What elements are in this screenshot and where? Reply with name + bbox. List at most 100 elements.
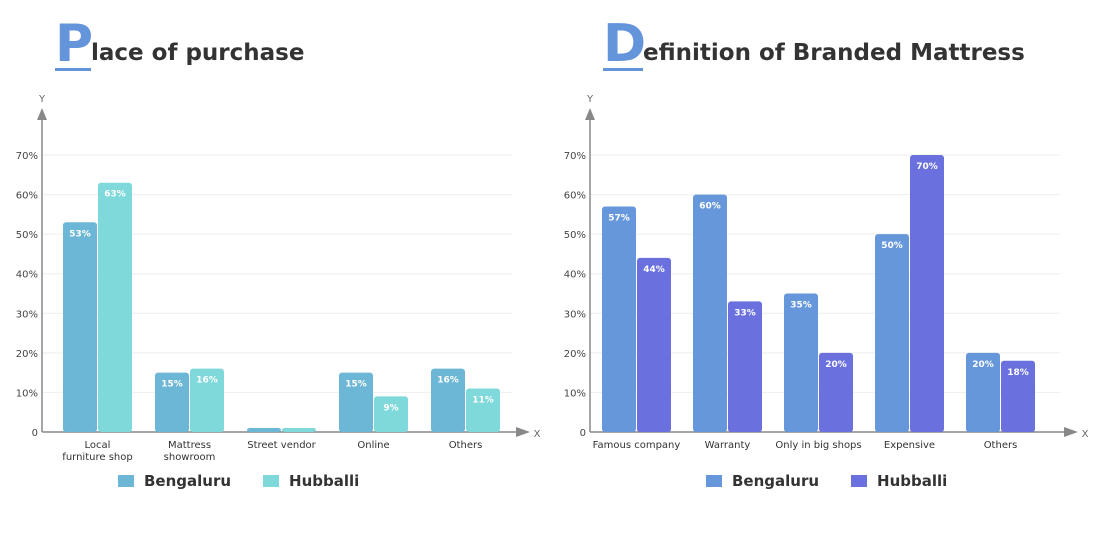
x-axis-label: X xyxy=(534,429,541,440)
bar-data-label: 16% xyxy=(196,376,218,386)
bar xyxy=(63,222,97,432)
y-tick-label: 50% xyxy=(564,230,586,241)
x-tick-label: Others xyxy=(449,440,483,451)
legend-swatch xyxy=(851,475,868,487)
y-axis-arrow-icon xyxy=(37,108,47,120)
x-axis-label: X xyxy=(1082,429,1089,440)
legend-swatch xyxy=(118,475,134,487)
legend-swatch xyxy=(706,475,722,487)
bar xyxy=(693,194,727,432)
legend-label: Bengaluru xyxy=(144,472,232,490)
y-tick-label: 50% xyxy=(16,230,38,241)
legend-swatch xyxy=(263,475,280,487)
legend-item-hubballi: Hubballi xyxy=(851,472,947,490)
bar-data-label: 63% xyxy=(104,190,126,200)
bar-chart-plot: 0 10% 20% 30% 40% 50% 60% 70% Y X 53% 63% Localfurni… xyxy=(16,94,541,463)
y-tick-label: 20% xyxy=(16,349,38,360)
chart-definition-branded-mattress: D efinition of Branded Mattress 0 10% 20% 3… xyxy=(548,0,1095,533)
y-tick-label: 10% xyxy=(564,388,586,399)
y-tick-label: 60% xyxy=(16,191,38,202)
bar xyxy=(374,396,408,432)
bar xyxy=(875,234,909,432)
y-axis-label: Y xyxy=(586,94,594,105)
chart-legend: Bengaluru Hubballi xyxy=(118,472,359,490)
y-tick-label: 30% xyxy=(16,309,38,320)
bar xyxy=(247,428,281,432)
x-tick-label: Famous company xyxy=(593,440,681,451)
bar xyxy=(466,388,500,432)
bar-data-label: 18% xyxy=(1007,368,1029,378)
x-tick-label: showroom xyxy=(164,452,216,463)
bar-data-label: 60% xyxy=(699,202,721,212)
y-tick-label: 70% xyxy=(16,151,38,162)
bar-data-label: 15% xyxy=(345,380,367,390)
bar-data-label: 9% xyxy=(383,403,398,413)
bar xyxy=(155,372,189,432)
x-tick-label: Only in big shops xyxy=(775,440,861,451)
y-tick-label: 30% xyxy=(564,309,586,320)
bar-data-label: 1% xyxy=(256,435,271,445)
bar-data-label: 44% xyxy=(643,265,665,275)
x-tick-label: Mattress xyxy=(168,440,211,451)
bar-data-label: 33% xyxy=(734,308,756,318)
bar xyxy=(1001,360,1035,432)
y-tick-label: 20% xyxy=(564,349,586,360)
bar xyxy=(784,293,818,432)
x-tick-label: Online xyxy=(357,440,389,451)
bar-data-label: 15% xyxy=(161,380,183,390)
bar-data-label: 1% xyxy=(291,435,306,445)
y-tick-label: 0 xyxy=(580,428,586,439)
bar xyxy=(637,257,671,432)
title-underline xyxy=(603,68,643,71)
chart-legend: Bengaluru Hubballi xyxy=(706,472,947,490)
y-tick-label: 40% xyxy=(16,270,38,281)
y-tick-label: 60% xyxy=(564,191,586,202)
bar xyxy=(98,182,132,432)
y-tick-label: 10% xyxy=(16,388,38,399)
bar-data-label: 57% xyxy=(608,213,630,223)
title-underline xyxy=(55,68,91,71)
x-tick-label: Others xyxy=(984,440,1018,451)
x-tick-label: Street vendor xyxy=(247,440,316,451)
bar-data-label: 50% xyxy=(881,241,903,251)
x-tick-label: Local xyxy=(85,440,111,451)
bar xyxy=(819,352,853,432)
bar xyxy=(728,301,762,432)
bar-data-label: 11% xyxy=(472,395,494,405)
title-text: efinition of Branded Mattress xyxy=(643,40,1025,66)
y-axis-arrow-icon xyxy=(585,108,595,120)
bar xyxy=(966,352,1000,432)
y-tick-label: 70% xyxy=(564,151,586,162)
bar-chart-plot: 0 10% 20% 30% 40% 50% 60% 70% Y X 57% 44% Famous com… xyxy=(564,94,1089,451)
legend-item-bengaluru: Bengaluru xyxy=(118,472,231,490)
chart-place-of-purchase: P lace of purchase 0 10% 20% 30% 40% 50% 60% 70… xyxy=(16,14,541,490)
legend-label: Bengaluru xyxy=(732,472,820,490)
legend-item-bengaluru: Bengaluru xyxy=(706,472,819,490)
bar-data-label: 20% xyxy=(972,360,994,370)
y-tick-label: 0 xyxy=(32,428,38,439)
bar xyxy=(431,368,465,432)
bar xyxy=(282,428,316,432)
bar-data-label: 35% xyxy=(790,301,812,311)
bar-data-label: 16% xyxy=(437,376,459,386)
y-tick-label: 40% xyxy=(564,270,586,281)
title-text: lace of purchase xyxy=(91,40,305,66)
x-axis-arrow-icon xyxy=(516,427,530,437)
x-tick-label: furniture shop xyxy=(62,452,132,463)
bar-data-label: 53% xyxy=(69,229,91,239)
title-initial: D xyxy=(603,14,647,74)
y-axis-label: Y xyxy=(38,94,46,105)
x-tick-label: Warranty xyxy=(705,440,751,451)
x-axis-arrow-icon xyxy=(1064,427,1078,437)
bar xyxy=(602,206,636,432)
legend-item-hubballi: Hubballi xyxy=(263,472,359,490)
bar xyxy=(190,368,224,432)
bar xyxy=(339,372,373,432)
bar-data-label: 70% xyxy=(916,162,938,172)
title-initial: P xyxy=(55,14,94,74)
legend-label: Hubballi xyxy=(289,472,360,490)
bar xyxy=(910,155,944,432)
legend-label: Hubballi xyxy=(877,472,948,490)
bar-data-label: 20% xyxy=(825,360,847,370)
x-tick-label: Expensive xyxy=(884,440,935,451)
